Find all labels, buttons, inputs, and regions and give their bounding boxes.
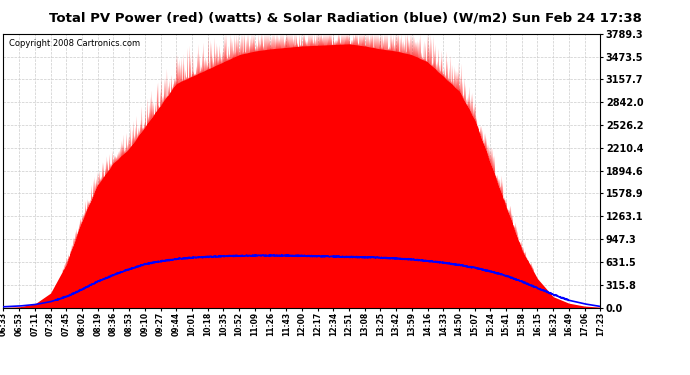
Text: Total PV Power (red) (watts) & Solar Radiation (blue) (W/m2) Sun Feb 24 17:38: Total PV Power (red) (watts) & Solar Rad… (48, 11, 642, 24)
Text: Copyright 2008 Cartronics.com: Copyright 2008 Cartronics.com (10, 39, 141, 48)
